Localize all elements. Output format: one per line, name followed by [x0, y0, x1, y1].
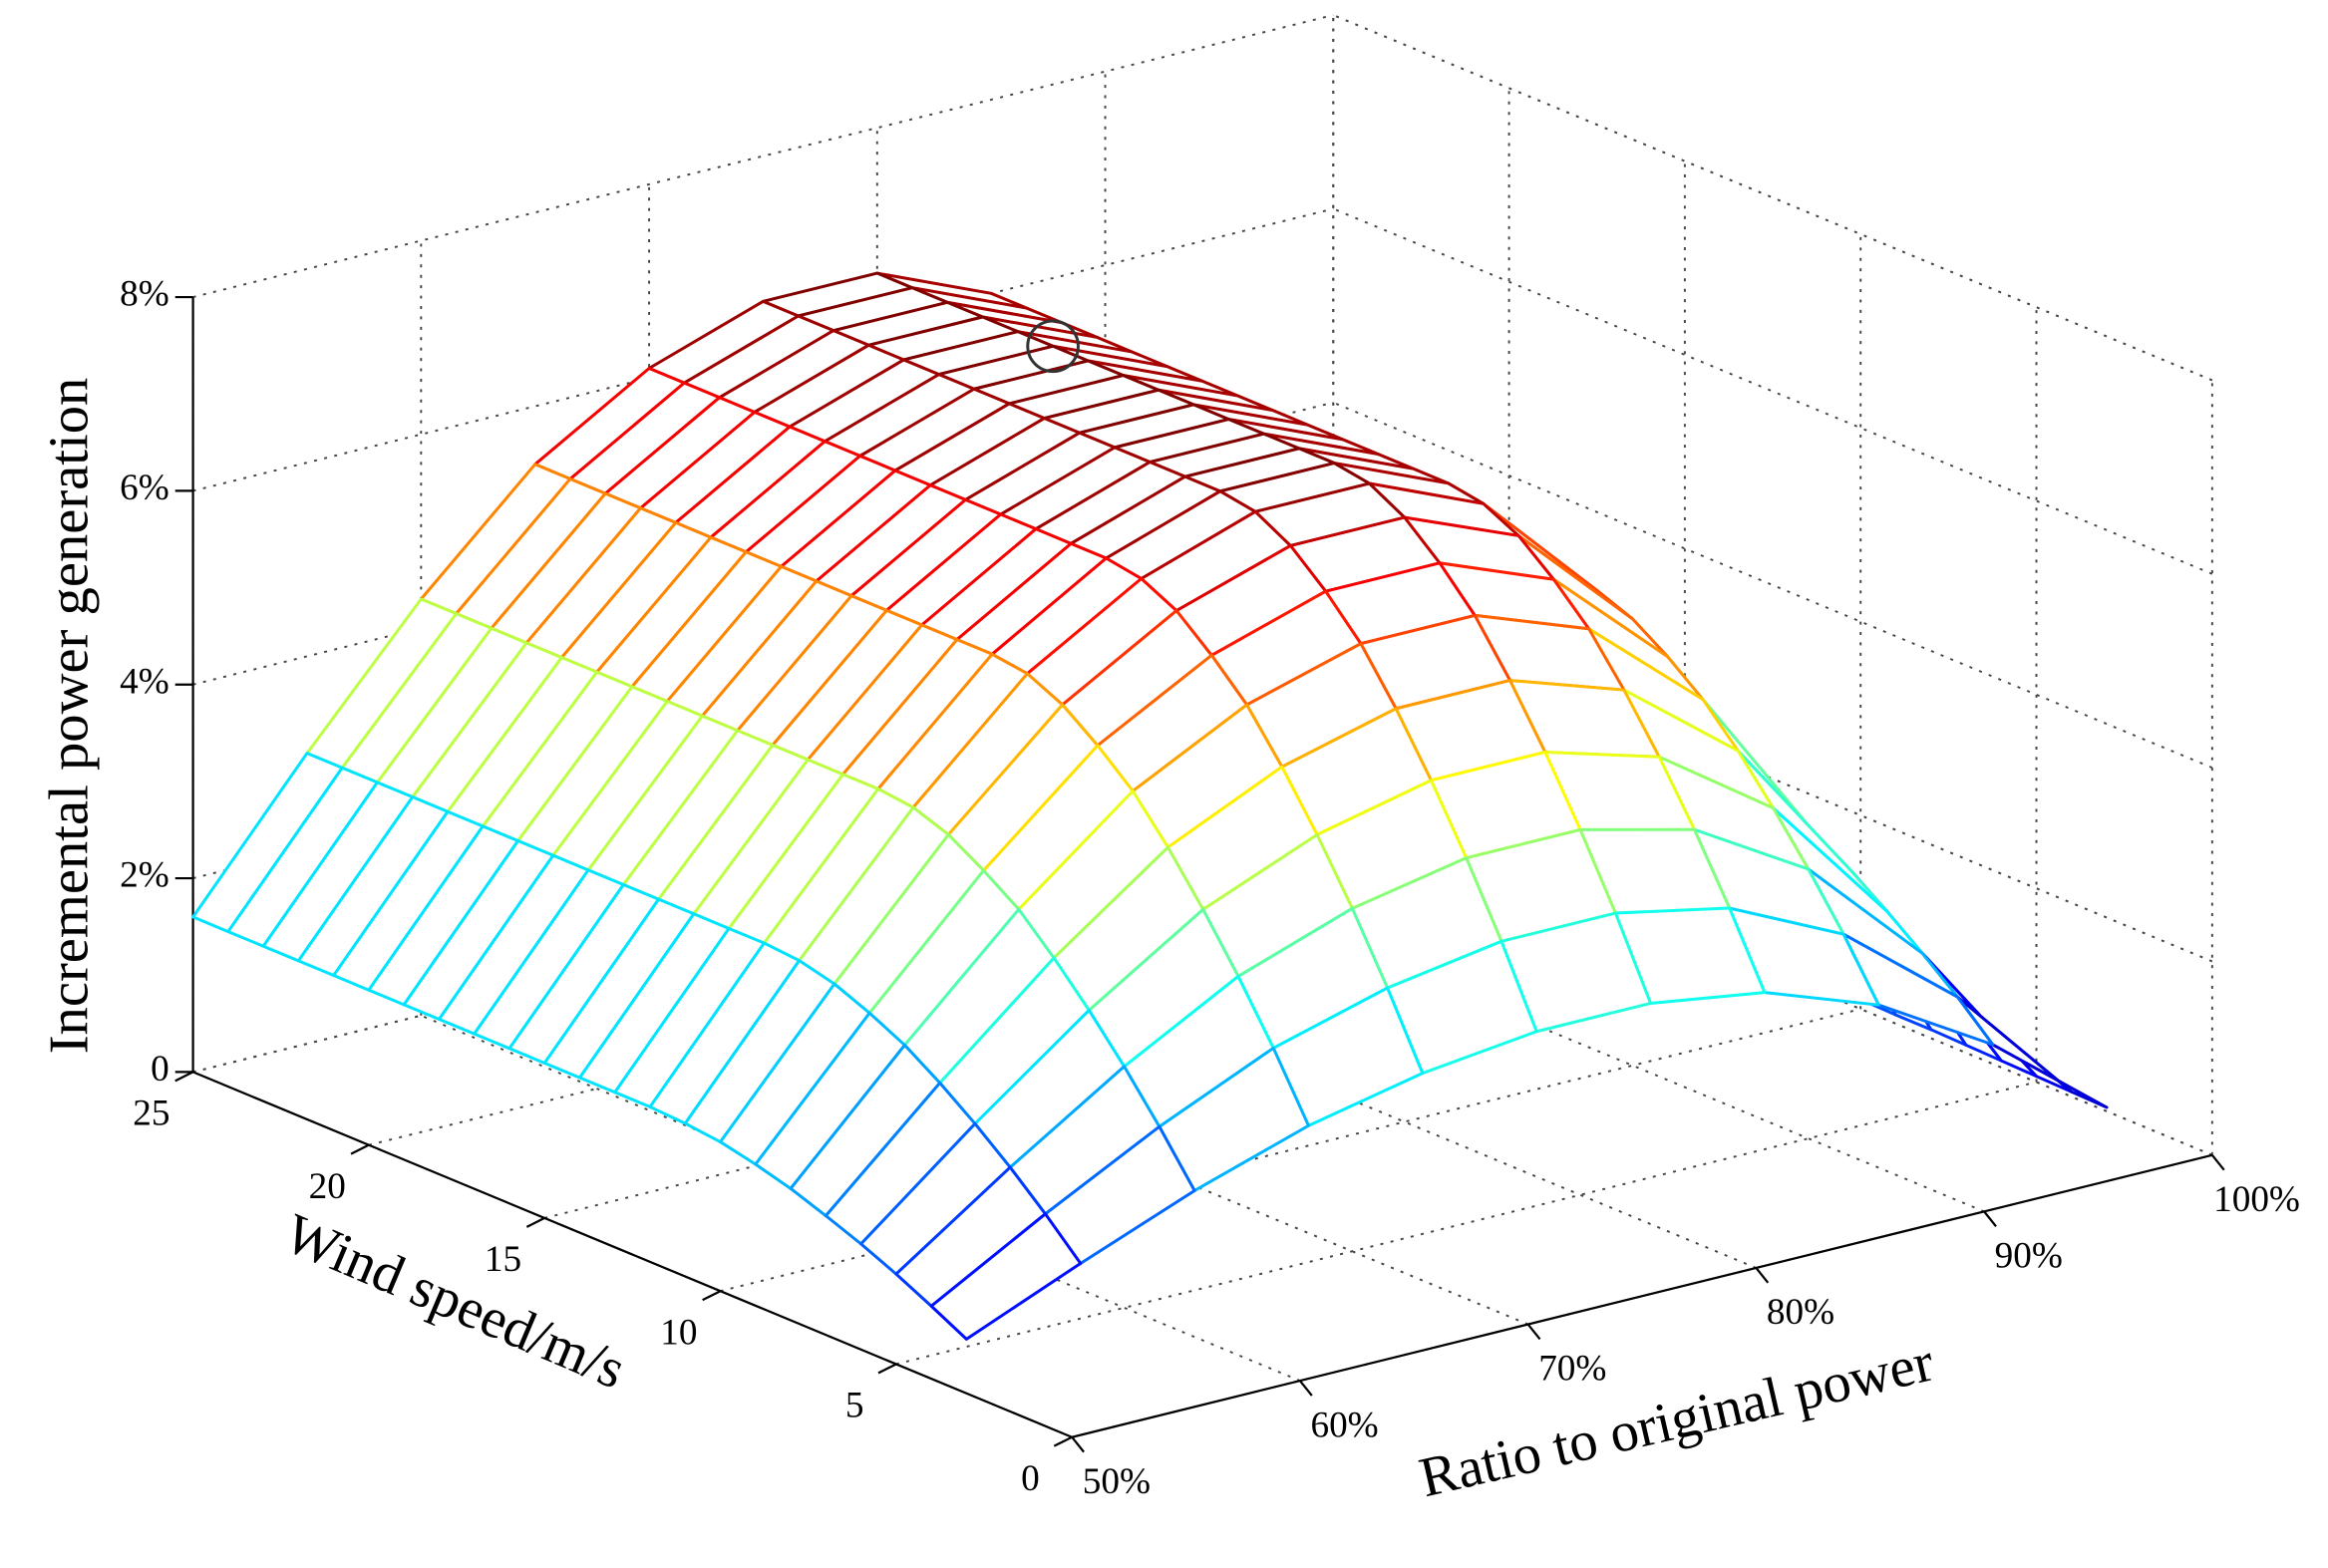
- y-tick-label: 15: [485, 1239, 521, 1280]
- x-tick: [1071, 1436, 1085, 1453]
- grid-line: [192, 207, 1334, 492]
- x-tick: [2210, 1154, 2225, 1171]
- x-axis-label: Ratio to original power: [1414, 1331, 1939, 1509]
- y-tick-label: 0: [1021, 1458, 1040, 1499]
- z-tick-label: 6%: [120, 468, 169, 508]
- y-tick: [702, 1290, 722, 1302]
- x-tick-label: 100%: [2213, 1179, 2300, 1220]
- grid-line: [648, 958, 1529, 1326]
- z-tick-label: 0: [151, 1049, 169, 1090]
- y-tick-label: 5: [845, 1386, 864, 1426]
- z-tick-label: 4%: [120, 661, 169, 702]
- grid-line: [1105, 845, 1985, 1213]
- grid-line: [192, 14, 1334, 298]
- grid-line: [720, 1008, 1861, 1293]
- y-tick: [350, 1143, 370, 1155]
- grid-line: [1332, 207, 2213, 575]
- y-tick: [525, 1216, 545, 1228]
- grid-line: [1332, 14, 2213, 382]
- grid-line: [876, 901, 1757, 1269]
- y-tick-label: 10: [660, 1312, 697, 1353]
- z-axis-label: Incremental power generation: [38, 378, 100, 1055]
- x-tick-label: 90%: [1995, 1236, 2063, 1277]
- x-tick-label: 70%: [1538, 1349, 1606, 1390]
- y-tick: [877, 1363, 897, 1375]
- surface: [191, 271, 2109, 1341]
- z-tick-label: 8%: [120, 274, 169, 315]
- x-tick: [1983, 1210, 1997, 1227]
- x-tick: [1755, 1267, 1770, 1284]
- grid-line: [895, 1081, 2037, 1366]
- x-tick: [1526, 1323, 1541, 1341]
- grid-line: [420, 1014, 1301, 1383]
- x-tick: [1299, 1380, 1313, 1397]
- grid-line: [1332, 401, 2213, 770]
- highlight-circle: [1026, 319, 1080, 374]
- y-tick: [174, 1071, 194, 1083]
- x-tick-label: 80%: [1767, 1292, 1834, 1333]
- grid-line: [1332, 788, 2213, 1156]
- z-tick-label: 2%: [120, 855, 169, 896]
- x-axis: [1071, 1153, 2213, 1438]
- y-tick-label: 20: [309, 1166, 346, 1207]
- y-tick-label: 25: [133, 1094, 169, 1134]
- x-tick-label: 60%: [1310, 1405, 1378, 1445]
- x-tick-label: 50%: [1083, 1461, 1151, 1502]
- grid-line: [1332, 595, 2213, 963]
- y-axis: [192, 1071, 1073, 1438]
- surface-cell: [929, 1212, 1083, 1341]
- y-tick: [1053, 1435, 1073, 1447]
